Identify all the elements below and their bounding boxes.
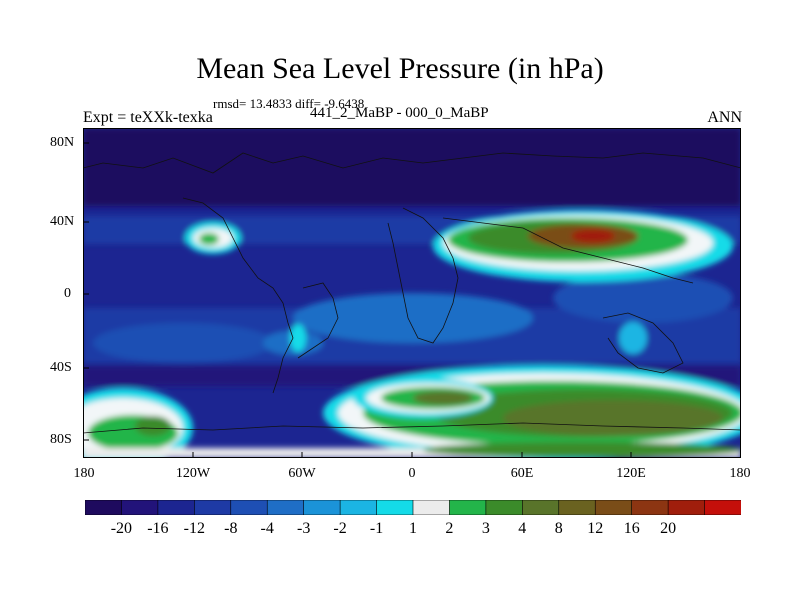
colorbar-label: -3: [297, 520, 311, 537]
colorbar-swatch: [449, 500, 487, 515]
arctic-low-band: [83, 128, 741, 206]
lat-label-40n: 40N: [50, 214, 75, 229]
difference-label: 441_2_MaBP - 000_0_MaBP: [310, 105, 489, 121]
colorbar-swatch: [667, 500, 706, 515]
colorbar-label: -8: [224, 520, 238, 537]
lat-label-0: 0: [64, 286, 71, 301]
lon-label-60e: 60E: [510, 466, 534, 481]
colorbar-swatch: [266, 500, 305, 515]
colorbar-swatch: [303, 500, 341, 515]
colorbar-label: -12: [183, 520, 205, 537]
chart-title: Mean Sea Level Pressure (in hPa): [196, 52, 604, 85]
colorbar-label: 3: [481, 520, 490, 537]
colorbar-label: 1: [409, 520, 417, 537]
colorbar-label: 8: [554, 520, 563, 537]
colorbar: [85, 500, 741, 515]
colorbar-swatch: [631, 500, 669, 515]
colorbar-swatch: [485, 500, 524, 515]
lat-label-80s: 80S: [50, 432, 72, 447]
colorbar-swatch: [339, 500, 378, 515]
colorbar-label: -1: [369, 520, 384, 537]
colorbar-label: 20: [660, 520, 677, 537]
colorbar-swatch: [412, 500, 451, 515]
asia-high-core: [571, 229, 615, 243]
lon-label-120w: 120W: [175, 466, 211, 481]
lon-label-180w: 180: [73, 466, 95, 481]
colorbar-swatch: [85, 500, 123, 515]
colorbar-swatch: [376, 500, 414, 515]
colorbar-swatch: [594, 500, 633, 515]
lon-label-120e: 120E: [616, 466, 646, 481]
lon-label-0: 0: [408, 466, 416, 481]
colorbar-label: 12: [587, 520, 604, 537]
colorbar-label: 2: [445, 520, 454, 537]
colorbar-label: -20: [110, 520, 133, 537]
colorbar-swatch: [194, 500, 232, 515]
lon-label-60w: 60W: [288, 466, 316, 481]
colorbar-label: -16: [147, 520, 169, 537]
antarctic-high-core: [503, 400, 723, 436]
colorbar-swatch: [704, 500, 741, 515]
north-america-high: [199, 233, 219, 245]
season-label: ANN: [707, 109, 742, 126]
lat-label-80n: 80N: [50, 135, 75, 150]
colorbar-label: -4: [260, 520, 274, 537]
pressure-map: [83, 128, 741, 458]
colorbar-label: 16: [623, 520, 640, 537]
colorbar-swatch: [522, 500, 560, 515]
colorbar-label: 4: [518, 520, 527, 537]
rmsd-stats: rmsd= 13.4833 diff= -9.6438: [213, 96, 365, 111]
colorbar-swatch: [230, 500, 269, 515]
colorbar-swatch: [157, 500, 196, 515]
lat-label-40s: 40S: [50, 360, 72, 375]
lon-label-180e: 180: [729, 466, 751, 481]
colorbar-swatch: [558, 500, 597, 515]
colorbar-swatch: [121, 500, 159, 515]
coastlines: [83, 152, 741, 434]
experiment-label: Expt = teXXk-texka: [83, 109, 213, 126]
colorbar-label: -2: [333, 520, 347, 537]
